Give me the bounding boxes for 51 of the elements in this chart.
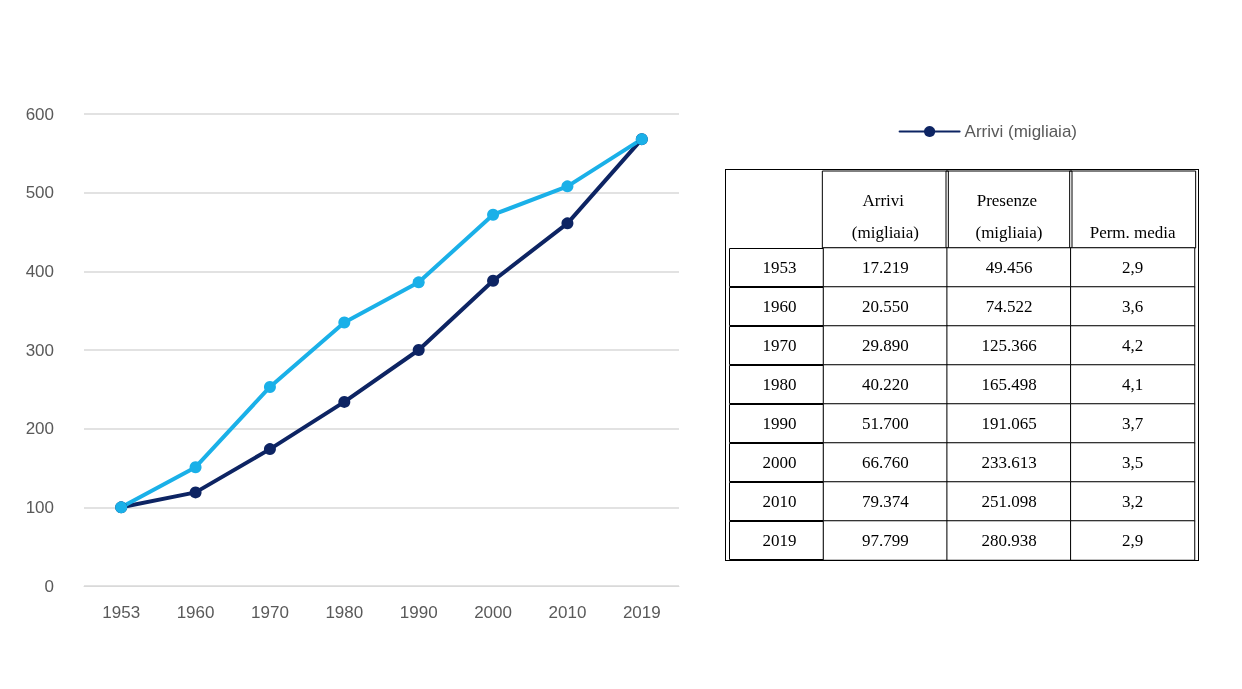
data-label: 233.613	[981, 453, 1037, 472]
x-tick-label: 1953	[102, 603, 141, 622]
y-tick-label: 1960	[762, 297, 797, 316]
data-label: 49.456	[985, 258, 1033, 277]
data-label: 3,2	[1122, 492, 1144, 511]
x-tick-label: 1970	[251, 603, 289, 622]
data-label: 2,9	[1122, 531, 1144, 550]
y-tick-label: 2010	[762, 492, 797, 511]
data-label: 280.938	[981, 531, 1037, 550]
data-label: 17.219	[861, 258, 909, 277]
data-label: 4,1	[1122, 375, 1144, 394]
y-tick-label: 1980	[762, 375, 797, 394]
x-tick-label: Presenze (migliaia)	[975, 190, 1043, 242]
y-tick-label: 1953	[762, 258, 797, 277]
y-tick-label: 2000	[762, 453, 797, 472]
x-tick-label: Perm. media	[1089, 222, 1177, 242]
y-tick-label: 300	[25, 340, 54, 360]
y-tick-label: 600	[25, 104, 54, 124]
data-label: 40.220	[861, 375, 909, 394]
data-label: 4,2	[1122, 336, 1144, 355]
y-tick-label: 2019	[762, 531, 797, 550]
x-tick-label: 1990	[399, 603, 438, 622]
data-label: 3,6	[1122, 297, 1144, 316]
data-label: 191.065	[981, 414, 1037, 433]
y-tick-label: 400	[25, 261, 54, 281]
x-tick-label: 1980	[325, 603, 364, 622]
y-tick-label: 1970	[762, 336, 797, 355]
data-label: 3,7	[1122, 414, 1144, 433]
data-label: 79.374	[861, 492, 910, 511]
data-label: 125.366	[981, 336, 1037, 355]
x-tick-label: 2019	[622, 603, 661, 622]
y-tick-label: 0	[44, 576, 54, 596]
x-tick-label: 1960	[176, 603, 215, 622]
data-label: 2,9	[1122, 258, 1144, 277]
legend-label: Arrivi (migliaia)	[964, 122, 1078, 141]
y-tick-label: 200	[25, 419, 54, 439]
data-label: 165.498	[981, 375, 1037, 394]
data-label: 251.098	[981, 492, 1037, 511]
data-label: 3,5	[1122, 453, 1144, 472]
x-tick-label: Arrivi (migliaia)	[851, 190, 919, 242]
data-label: 66.760	[861, 453, 909, 472]
data-label: 29.890	[861, 336, 909, 355]
data-label: 74.522	[985, 297, 1033, 316]
data-label: 20.550	[861, 297, 909, 316]
y-tick-label: 500	[25, 183, 54, 203]
data-label: 51.700	[861, 414, 909, 433]
y-tick-label: 100	[25, 497, 54, 517]
data-label: 97.799	[861, 531, 909, 550]
x-tick-label: 2010	[548, 603, 587, 622]
x-tick-label: 2000	[474, 603, 512, 622]
y-tick-label: 1990	[762, 414, 797, 433]
